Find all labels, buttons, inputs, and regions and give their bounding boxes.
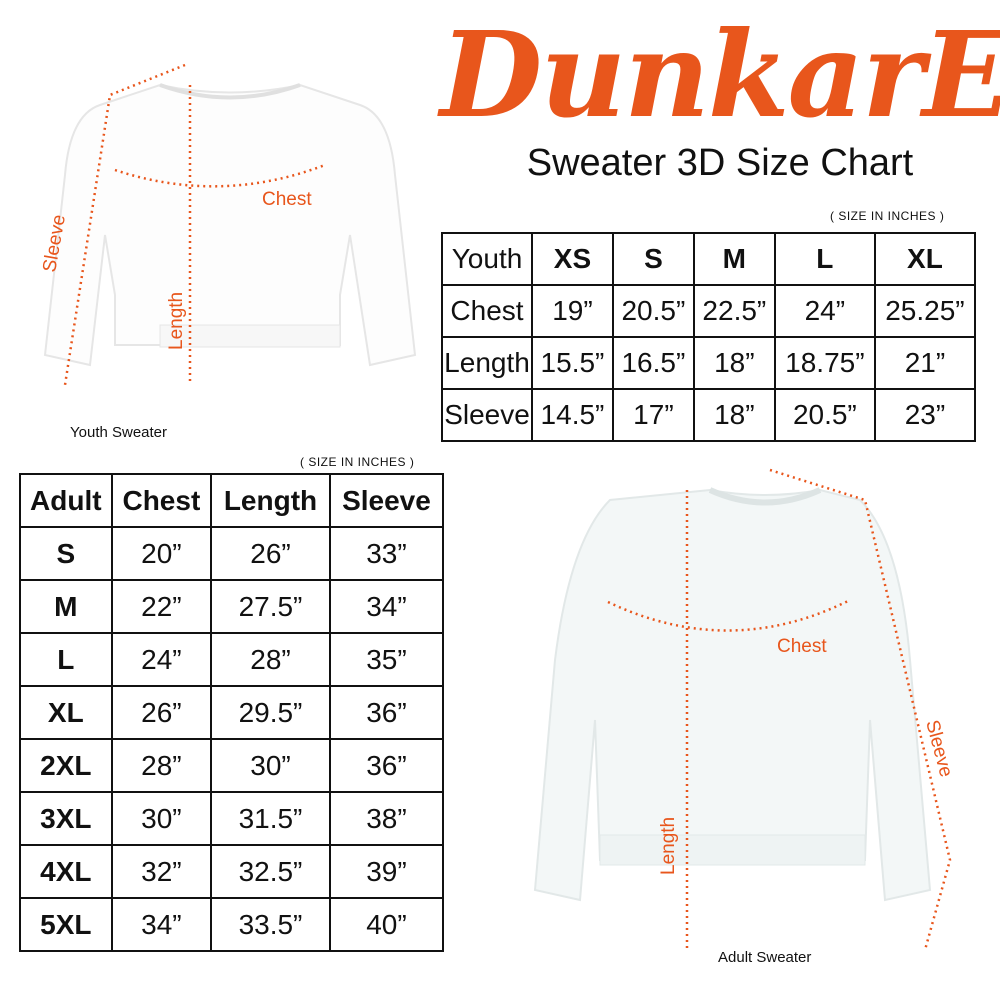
table-row: Length 15.5” 16.5” 18” 18.75” 21” bbox=[441, 336, 977, 390]
header-cell: Length bbox=[210, 473, 331, 528]
cell: 40” bbox=[328, 897, 445, 952]
adult-caption: Adult Sweater bbox=[718, 949, 812, 966]
cell: 30” bbox=[210, 738, 331, 793]
cell: 28” bbox=[210, 632, 331, 687]
cell: 14.5” bbox=[531, 388, 614, 442]
cell: 39” bbox=[328, 844, 445, 899]
adult-chest-label: Chest bbox=[777, 636, 827, 657]
row-label: Chest bbox=[441, 284, 533, 338]
row-label: 3XL bbox=[19, 791, 113, 846]
youth-length-label: Length bbox=[166, 292, 187, 350]
table-row: Chest 19” 20.5” 22.5” 24” 25.25” bbox=[441, 284, 977, 338]
youth-chest-label: Chest bbox=[262, 189, 312, 210]
adult-sweater-illustration: Chest Length Sleeve bbox=[533, 468, 956, 951]
cell: 32.5” bbox=[210, 844, 331, 899]
cell: 17” bbox=[611, 388, 695, 442]
cell: 34” bbox=[328, 579, 445, 634]
row-label: 5XL bbox=[19, 897, 113, 952]
cell: 20.5” bbox=[773, 388, 876, 442]
cell: 35” bbox=[328, 632, 445, 687]
cell: 19” bbox=[531, 284, 614, 338]
header-cell: XS bbox=[531, 232, 614, 286]
youth-sweater-illustration: Chest Length Sleeve bbox=[39, 63, 417, 386]
cell: 30” bbox=[110, 791, 213, 846]
table-row: Sleeve 14.5” 17” 18” 20.5” 23” bbox=[441, 388, 977, 442]
cell: 38” bbox=[328, 791, 445, 846]
cell: 26” bbox=[210, 526, 331, 581]
cell: 36” bbox=[328, 685, 445, 740]
table-header-row: Youth XS S M L XL bbox=[441, 232, 977, 286]
cell: 22.5” bbox=[692, 284, 776, 338]
header-cell: Sleeve bbox=[328, 473, 445, 528]
header-cell: Chest bbox=[110, 473, 213, 528]
cell: 26” bbox=[110, 685, 213, 740]
adult-size-table: Adult Chest Length Sleeve S 20” 26” 33” M 22”… bbox=[19, 473, 445, 952]
table-row: 2XL 28” 30” 36” bbox=[19, 738, 445, 793]
table-row: 4XL 32” 32.5” 39” bbox=[19, 844, 445, 899]
cell: 22” bbox=[110, 579, 213, 634]
header-cell: S bbox=[611, 232, 695, 286]
cell: 31.5” bbox=[210, 791, 331, 846]
row-label: M bbox=[19, 579, 113, 634]
header-cell: M bbox=[692, 232, 776, 286]
youth-caption: Youth Sweater bbox=[70, 424, 168, 441]
table-row: 3XL 30” 31.5” 38” bbox=[19, 791, 445, 846]
page-title: Sweater 3D Size Chart bbox=[526, 142, 914, 184]
cell: 28” bbox=[110, 738, 213, 793]
cell: 15.5” bbox=[531, 336, 614, 390]
header-cell: Youth bbox=[441, 232, 533, 286]
cell: 25.25” bbox=[873, 284, 977, 338]
row-label: Length bbox=[441, 336, 533, 390]
cell: 24” bbox=[110, 632, 213, 687]
cell: 24” bbox=[773, 284, 876, 338]
cell: 20” bbox=[110, 526, 213, 581]
adult-length-label: Length bbox=[658, 817, 679, 875]
cell: 16.5” bbox=[611, 336, 695, 390]
cell: 20.5” bbox=[611, 284, 695, 338]
cell: 32” bbox=[110, 844, 213, 899]
cell: 18.75” bbox=[773, 336, 876, 390]
row-label: S bbox=[19, 526, 113, 581]
row-label: 2XL bbox=[19, 738, 113, 793]
cell: 23” bbox=[873, 388, 977, 442]
youth-size-table: Youth XS S M L XL Chest 19” 20.5” 22.5” 24” 2… bbox=[441, 232, 977, 442]
brand-logo: DunkarE bbox=[440, 5, 1000, 144]
cell: 33.5” bbox=[210, 897, 331, 952]
header-cell: XL bbox=[873, 232, 977, 286]
header-cell: L bbox=[773, 232, 876, 286]
table-row: M 22” 27.5” 34” bbox=[19, 579, 445, 634]
table-header-row: Adult Chest Length Sleeve bbox=[19, 473, 445, 528]
cell: 21” bbox=[873, 336, 977, 390]
table-row: S 20” 26” 33” bbox=[19, 526, 445, 581]
row-label: Sleeve bbox=[441, 388, 533, 442]
cell: 29.5” bbox=[210, 685, 331, 740]
adult-size-note: ( SIZE IN INCHES ) bbox=[300, 455, 415, 469]
cell: 33” bbox=[328, 526, 445, 581]
table-row: L 24” 28” 35” bbox=[19, 632, 445, 687]
row-label: 4XL bbox=[19, 844, 113, 899]
cell: 36” bbox=[328, 738, 445, 793]
cell: 18” bbox=[692, 388, 776, 442]
row-label: L bbox=[19, 632, 113, 687]
row-label: XL bbox=[19, 685, 113, 740]
header-cell: Adult bbox=[19, 473, 113, 528]
cell: 27.5” bbox=[210, 579, 331, 634]
adult-sleeve-label: Sleeve bbox=[921, 718, 956, 780]
cell: 34” bbox=[110, 897, 213, 952]
table-row: XL 26” 29.5” 36” bbox=[19, 685, 445, 740]
cell: 18” bbox=[692, 336, 776, 390]
youth-size-note: ( SIZE IN INCHES ) bbox=[830, 209, 945, 223]
table-row: 5XL 34” 33.5” 40” bbox=[19, 897, 445, 952]
